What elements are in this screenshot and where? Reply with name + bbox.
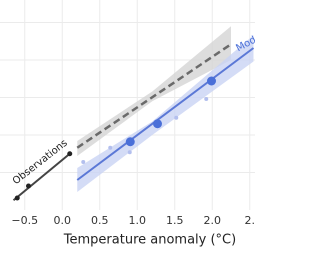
x-tick-label: 1.0 [129,214,147,227]
line [12,152,71,202]
point [207,76,216,86]
x-tick-label: 2.0 [204,214,222,227]
point [14,195,20,201]
line [76,47,255,181]
point [174,115,179,120]
confidence-band [77,26,231,156]
point [204,97,209,101]
x-tick-label: 1.5 [166,214,184,227]
point [153,119,162,129]
x-axis-label: Temperature anomaly (°C) [63,233,236,248]
point [81,160,86,164]
point [67,151,73,157]
point [26,183,31,189]
chart: Temperature anomaly (°C) −0.5 0.0 0.5 1.0 1.… [0,0,256,248]
point [125,137,135,147]
dashed-line [76,43,232,149]
point [108,145,113,150]
x-tick-label: 0.5 [91,214,109,227]
annotation: Observations [11,138,70,187]
x-tick-label: 2. [245,214,256,227]
x-tick-label: −0.5 [11,214,38,227]
point [127,150,132,155]
x-tick-label: 0.0 [54,214,72,227]
